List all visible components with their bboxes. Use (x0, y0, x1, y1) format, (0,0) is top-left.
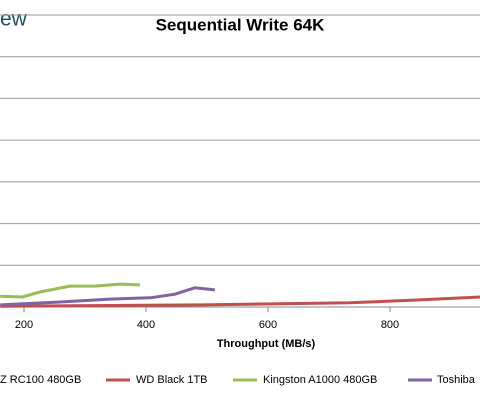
legend-label: Kingston A1000 480GB (263, 374, 377, 386)
legend-label: Toshiba (437, 374, 476, 386)
x-axis-label: Throughput (MB/s) (217, 338, 316, 350)
series-line (0, 282, 140, 299)
legend-label: WD Black 1TB (136, 374, 208, 386)
chart-title: Sequential Write 64K (156, 15, 326, 34)
series-line (0, 286, 216, 307)
x-tick-label: 200 (15, 319, 33, 331)
x-tick-label: 400 (137, 319, 155, 331)
x-tick-label: 800 (381, 319, 399, 331)
logo: ew (0, 8, 28, 31)
series-line (0, 295, 480, 308)
legend-label: Z RC100 480GB (0, 374, 81, 386)
x-tick-label: 600 (259, 319, 277, 331)
